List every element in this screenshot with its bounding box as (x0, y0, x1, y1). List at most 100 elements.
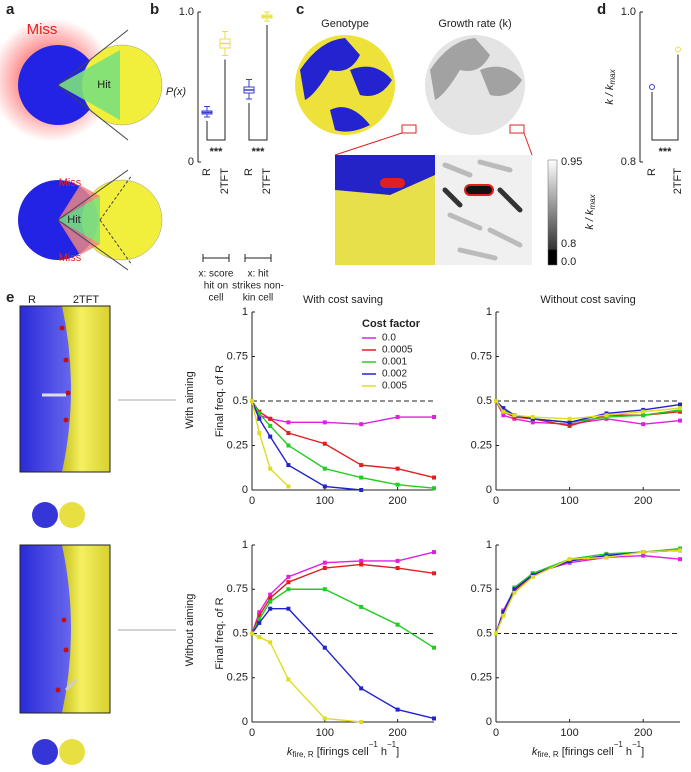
point (494, 631, 498, 636)
point (359, 475, 364, 480)
x-axis-label-part: fire, R (292, 750, 314, 759)
point (395, 466, 400, 471)
x-axis-label-part: −1 (387, 740, 397, 749)
x-axis-label-part: k (287, 746, 293, 758)
group-label: kin cell (243, 293, 274, 304)
panel-label: d (597, 1, 606, 18)
y-tick-label: 0 (486, 716, 492, 728)
point (257, 620, 262, 625)
series-line (251, 400, 289, 487)
y-tick-label: 0.8 (621, 156, 636, 168)
point (678, 418, 682, 423)
y-tick-label: 0.75 (471, 583, 492, 595)
y-axis-label: Final freq. of R (214, 365, 226, 437)
point (641, 422, 646, 427)
point (322, 466, 327, 471)
x-tick-label: 100 (316, 727, 334, 739)
point (250, 399, 254, 403)
series-line (251, 563, 435, 634)
x-tick-label: 100 (316, 495, 334, 507)
point (567, 416, 572, 421)
y-tick-label: 1 (486, 306, 492, 318)
point (286, 431, 291, 436)
point (268, 640, 273, 645)
cell-label: 2TFT (73, 294, 100, 306)
point (286, 677, 291, 682)
y-tick-label: 1.0 (179, 6, 194, 18)
y-axis-label-main: k / k (604, 84, 616, 105)
x-tick-label: 0 (493, 495, 499, 507)
x-tick-label: 200 (388, 495, 406, 507)
panel-c: Genotype Growth rate (k) 0.95 0.8 0.0 k … (295, 18, 597, 268)
point (359, 488, 364, 492)
significance-bracket (206, 59, 226, 141)
legend-title: Cost factor (362, 318, 421, 330)
series-line (495, 549, 681, 634)
series-line (495, 549, 681, 634)
colorbar-tick-label: 0.95 (561, 156, 582, 168)
point (530, 574, 535, 579)
point (257, 635, 262, 640)
x-axis-label-part: fire, R (537, 750, 559, 759)
point (359, 604, 364, 609)
point (286, 587, 291, 592)
point (641, 553, 646, 558)
image-title: Growth rate (k) (438, 18, 511, 30)
point (359, 463, 364, 468)
x-tick-label: 2TFT (219, 168, 231, 195)
point (268, 599, 273, 604)
y-axis-label-sub: max (608, 68, 617, 84)
series-line (495, 400, 681, 420)
point (286, 484, 291, 489)
group-label: x: hit (247, 269, 268, 280)
point (395, 622, 400, 627)
panel-label: c (296, 1, 304, 18)
panel-label: e (6, 289, 14, 306)
point (567, 423, 572, 428)
point (432, 475, 436, 480)
legend-label: 0.0005 (382, 345, 413, 356)
point (501, 406, 506, 411)
y-tick-label: 0.5 (233, 395, 248, 407)
y-tick-label: 1 (242, 539, 248, 551)
point (641, 413, 646, 418)
diagram-a: Miss Hit Miss Hit Miss (0, 18, 163, 271)
point (567, 557, 572, 562)
y-tick-label: 0.75 (227, 350, 248, 362)
significance-bracket (248, 25, 268, 141)
group-bracket (202, 254, 230, 262)
y-tick-label: 0.75 (471, 350, 492, 362)
miss-label: Miss (59, 177, 82, 189)
panel-label: b (150, 1, 159, 18)
point (257, 416, 262, 421)
colorbar-tick-label: 0.0 (561, 256, 576, 268)
point (268, 592, 273, 597)
point (286, 574, 291, 579)
point (432, 486, 436, 491)
y-tick-label: 0.5 (477, 627, 492, 639)
point (286, 443, 291, 448)
y-tick-label: 1 (242, 306, 248, 318)
x-axis-label-part: −1 (369, 740, 379, 749)
point (494, 399, 498, 403)
point (395, 482, 400, 487)
dot (675, 46, 681, 53)
x-axis-label-part: h (623, 746, 632, 758)
group-label: strikes non- (232, 281, 284, 292)
x-axis-label-part: [firings cell (559, 746, 614, 758)
y-tick-label: 0 (242, 716, 248, 728)
point (359, 686, 364, 691)
series-line (251, 588, 435, 649)
point (678, 548, 682, 553)
y-axis-label: k / kmax (604, 68, 617, 104)
point (395, 707, 400, 712)
series-line (251, 551, 435, 634)
panel-label: a (6, 1, 15, 18)
point (322, 645, 327, 650)
point (395, 566, 400, 571)
colorbar-tick-label: 0.8 (561, 238, 576, 250)
x-tick-label: 0 (249, 495, 255, 507)
x-axis-label-part: h (378, 746, 387, 758)
miss-label: Miss (59, 252, 82, 264)
x-axis-label: kfire, R [firings cell−1 h−1] (287, 740, 399, 759)
